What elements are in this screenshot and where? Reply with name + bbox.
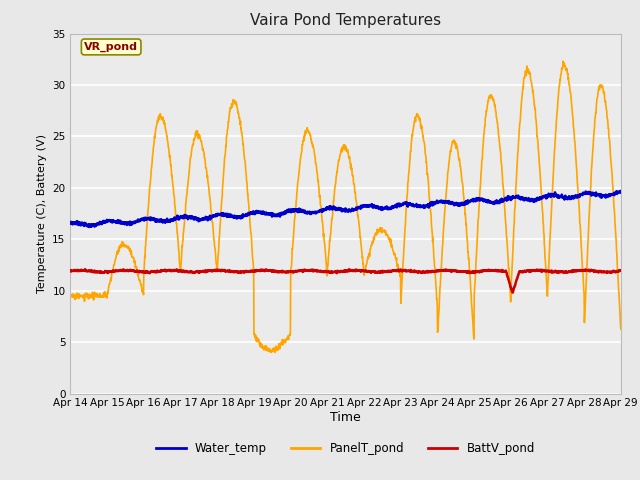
Y-axis label: Temperature (C), Battery (V): Temperature (C), Battery (V) <box>36 134 47 293</box>
X-axis label: Time: Time <box>330 411 361 424</box>
Legend: Water_temp, PanelT_pond, BattV_pond: Water_temp, PanelT_pond, BattV_pond <box>151 437 540 460</box>
Text: VR_pond: VR_pond <box>84 42 138 52</box>
Title: Vaira Pond Temperatures: Vaira Pond Temperatures <box>250 13 441 28</box>
